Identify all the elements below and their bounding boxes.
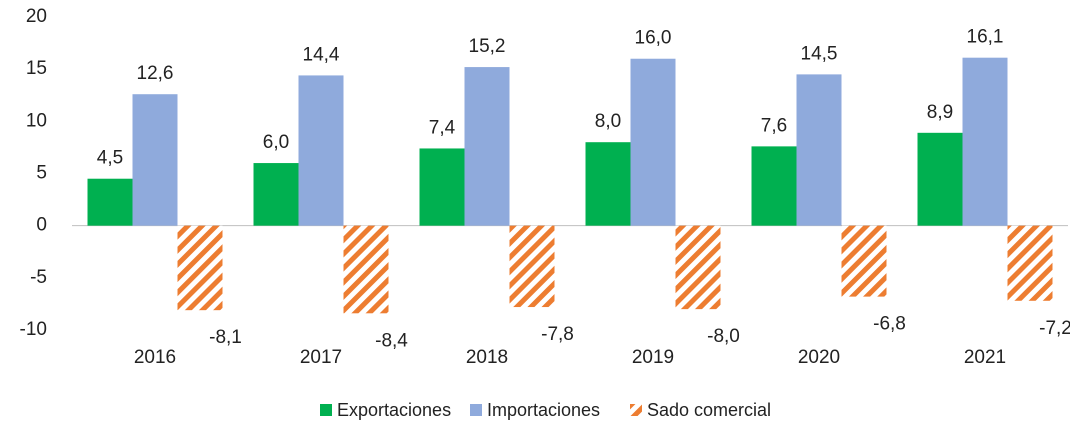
- data-label: 6,0: [263, 132, 289, 153]
- bar: [630, 58, 676, 226]
- y-tick-label: 0: [36, 215, 47, 236]
- data-label: 7,4: [429, 117, 456, 138]
- data-label: -7,2: [1039, 318, 1070, 339]
- data-label: -8,0: [707, 326, 740, 347]
- data-label: 15,2: [469, 36, 506, 57]
- y-tick-label: -5: [30, 267, 47, 288]
- bar: [177, 225, 223, 311]
- data-label: 16,0: [635, 28, 672, 49]
- data-label: 7,6: [761, 115, 787, 136]
- x-tick-label: 2020: [798, 347, 840, 368]
- legend-swatch: [630, 404, 642, 416]
- x-tick-label: 2018: [466, 347, 508, 368]
- y-tick-label: -10: [20, 319, 47, 340]
- data-label: 12,6: [137, 63, 174, 84]
- data-label: 4,5: [97, 148, 123, 169]
- legend-label: Sado comercial: [647, 400, 771, 420]
- bar: [917, 132, 963, 226]
- bar: [675, 225, 721, 310]
- bar: [841, 225, 887, 297]
- data-label: 14,5: [801, 43, 838, 64]
- x-tick-label: 2019: [632, 347, 674, 368]
- x-tick-label: 2021: [964, 347, 1006, 368]
- data-label: 8,0: [595, 111, 621, 132]
- data-label: 8,9: [927, 102, 953, 123]
- bar: [343, 225, 389, 314]
- legend-swatch: [470, 404, 482, 416]
- bar: [796, 74, 842, 226]
- legend-swatch: [320, 404, 332, 416]
- y-tick-label: 15: [26, 58, 47, 79]
- y-tick-label: 20: [26, 6, 47, 27]
- bar: [1007, 225, 1053, 301]
- bar: [253, 163, 299, 226]
- x-tick-label: 2017: [300, 347, 342, 368]
- bar: [419, 148, 465, 226]
- bar: [464, 67, 510, 226]
- bar: [132, 94, 178, 226]
- bar: [585, 142, 631, 226]
- y-tick-label: 10: [26, 110, 47, 131]
- data-label: -6,8: [873, 314, 906, 335]
- data-label: -7,8: [541, 324, 574, 345]
- data-label: 14,4: [303, 44, 340, 65]
- legend-label: Importaciones: [487, 400, 600, 420]
- legend-label: Exportaciones: [337, 400, 451, 420]
- data-label: -8,4: [375, 330, 408, 351]
- bar: [962, 57, 1008, 226]
- bar: [751, 146, 797, 226]
- data-label: -8,1: [209, 327, 242, 348]
- bar: [298, 75, 344, 226]
- bar: [87, 178, 133, 226]
- data-label: 16,1: [967, 27, 1004, 48]
- x-tick-label: 2016: [134, 347, 176, 368]
- y-tick-label: 5: [36, 163, 47, 184]
- bar: [509, 225, 555, 308]
